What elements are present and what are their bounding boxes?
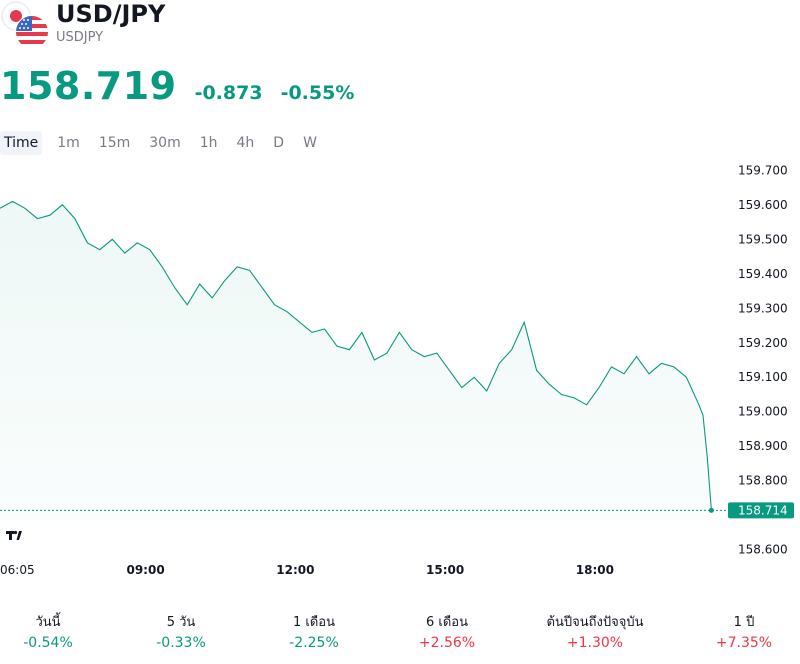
performance-label: ต้นปีจนถึงปัจจุบัน bbox=[546, 615, 644, 630]
tab-30m[interactable]: 30m bbox=[149, 135, 181, 151]
symbol-code: USDJPY bbox=[56, 30, 104, 45]
tab-1m[interactable]: 1m bbox=[57, 135, 80, 151]
y-axis-tick-label: 158.800 bbox=[738, 474, 788, 488]
performance-value: +1.30% bbox=[566, 635, 624, 651]
x-axis-tick-label: 06:05 bbox=[0, 563, 35, 577]
performance-item[interactable]: 5 วัน -0.33% bbox=[111, 612, 251, 653]
performance-label: 1 เดือน bbox=[293, 615, 335, 630]
price-change-percent: -0.55% bbox=[280, 82, 355, 104]
y-axis-tick-label: 159.200 bbox=[738, 336, 788, 350]
performance-value: +2.56% bbox=[418, 635, 476, 651]
x-axis-tick-label: 12:00 bbox=[276, 563, 314, 577]
y-axis-tick-label: 159.700 bbox=[738, 163, 788, 177]
last-price-point bbox=[708, 507, 714, 513]
tab-1h[interactable]: 1h bbox=[199, 135, 218, 151]
currency-flags bbox=[0, 0, 52, 52]
tab-d[interactable]: D bbox=[273, 135, 285, 151]
price-chart[interactable]: 159.700 159.600 159.500 159.400 159.300 159.2… bbox=[0, 0, 800, 600]
symbol-title: USD/JPY bbox=[56, 0, 166, 28]
tab-15m[interactable]: 15m bbox=[98, 135, 131, 151]
y-axis-tick-label: 159.300 bbox=[738, 301, 788, 315]
y-axis-tick-label: 158.600 bbox=[738, 543, 788, 557]
performance-value: -2.25% bbox=[289, 635, 339, 651]
performance-item[interactable]: วันนี้ -0.54% bbox=[0, 612, 118, 653]
y-axis-tick-label: 159.100 bbox=[738, 370, 788, 384]
performance-label: วันนี้ bbox=[35, 615, 61, 630]
performance-label: 5 วัน bbox=[166, 615, 196, 630]
x-axis-tick-label: 09:00 bbox=[126, 563, 164, 577]
price-change: -0.873 bbox=[194, 82, 263, 104]
price-area-fill bbox=[0, 201, 712, 520]
last-price: 158.719 bbox=[0, 64, 177, 108]
performance-value: -0.33% bbox=[156, 635, 206, 651]
performance-label: 6 เดือน bbox=[426, 615, 468, 630]
tradingview-logo-icon[interactable] bbox=[0, 522, 28, 550]
y-axis-tick-label: 158.900 bbox=[738, 439, 788, 453]
performance-value: -0.54% bbox=[23, 635, 73, 651]
last-price-label: 158.714 bbox=[738, 503, 788, 517]
performance-value: +7.35% bbox=[715, 635, 773, 651]
tab-time[interactable]: Time bbox=[0, 131, 43, 155]
performance-item[interactable]: 6 เดือน +2.56% bbox=[377, 612, 517, 653]
x-axis-tick-label: 18:00 bbox=[576, 563, 614, 577]
tab-4h[interactable]: 4h bbox=[236, 135, 255, 151]
y-axis-tick-label: 159.000 bbox=[738, 405, 788, 419]
performance-item[interactable]: 1 ปี +7.35% bbox=[674, 612, 800, 653]
performance-bar: วันนี้ -0.54% 5 วัน -0.33% 1 เดือน -2.25% 6 เด… bbox=[0, 612, 800, 658]
y-axis-tick-label: 159.600 bbox=[738, 198, 788, 212]
performance-item[interactable]: 1 เดือน -2.25% bbox=[244, 612, 384, 653]
performance-label: 1 ปี bbox=[733, 615, 755, 630]
price-series-line bbox=[0, 200, 712, 511]
y-axis-tick-label: 159.500 bbox=[738, 232, 788, 246]
tab-w[interactable]: W bbox=[303, 135, 317, 151]
y-axis-tick-label: 159.400 bbox=[738, 267, 788, 281]
interval-tabs: Time 1m 15m 30m 1h 4h D W bbox=[0, 131, 332, 155]
x-axis-tick-label: 15:00 bbox=[426, 563, 464, 577]
performance-item[interactable]: ต้นปีจนถึงปัจจุบัน +1.30% bbox=[525, 612, 665, 653]
last-price-label-box bbox=[728, 502, 794, 519]
quote-row: 158.719 -0.873 -0.55% bbox=[0, 64, 354, 108]
